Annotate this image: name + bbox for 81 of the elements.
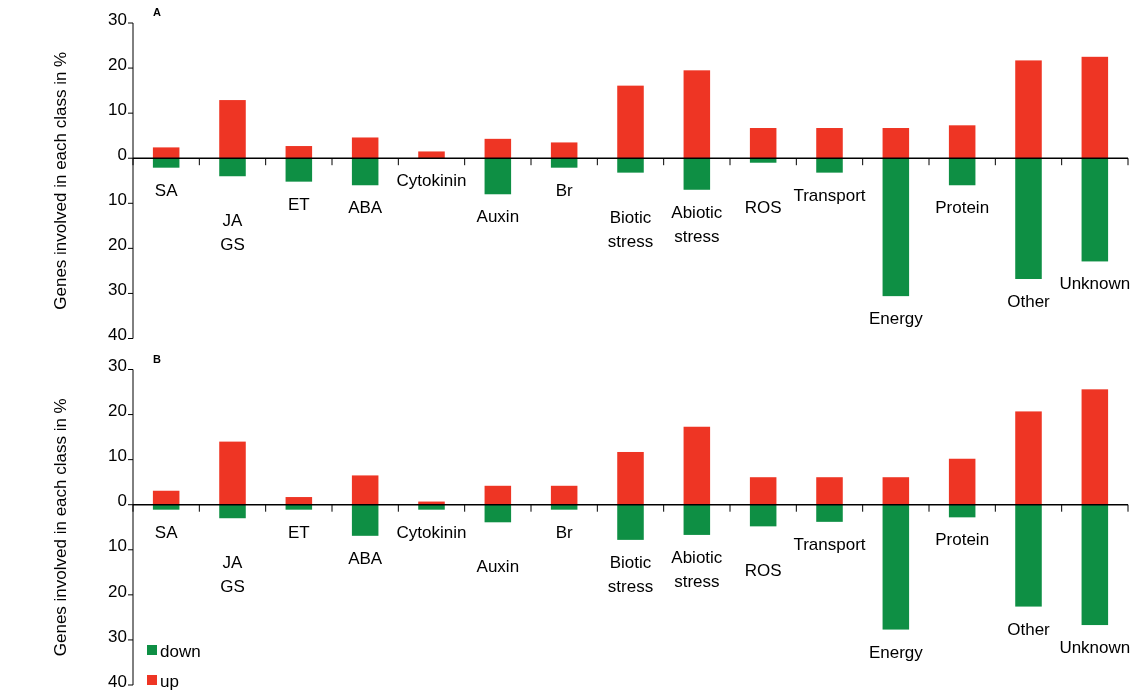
y-tick-label: 20 — [108, 401, 127, 421]
x-tick-label: Br — [555, 180, 574, 200]
bar — [882, 504, 910, 630]
bar — [948, 504, 976, 518]
y-tick-label: 10 — [108, 536, 127, 556]
y-tick-label: 0 — [117, 491, 127, 511]
bar — [351, 504, 379, 536]
bar — [219, 441, 246, 505]
x-tick-label: Unknown — [1059, 274, 1131, 294]
bar — [683, 504, 711, 535]
y-tick-label: 20 — [108, 235, 127, 255]
bar — [617, 451, 644, 505]
bar — [351, 475, 379, 505]
x-tick-label: Energy — [868, 309, 924, 329]
x-tick-label: Biotic stress — [607, 207, 654, 251]
x-tick-label: Abiotic stress — [671, 547, 723, 591]
bar — [152, 490, 180, 505]
x-tick-label: Other — [1007, 619, 1051, 639]
bar — [816, 477, 843, 505]
y-tick-label: 40 — [108, 671, 127, 691]
y-tick-label: 30 — [108, 356, 127, 376]
x-tick-label: Auxin — [476, 557, 520, 577]
bar — [749, 477, 777, 505]
y-tick-label: 40 — [108, 325, 127, 345]
bar — [484, 504, 512, 523]
bar — [948, 458, 976, 505]
y-tick-label: 20 — [108, 54, 127, 74]
bar — [550, 504, 578, 510]
y-tick-label: 30 — [108, 280, 127, 300]
bar — [1081, 504, 1109, 626]
bar — [484, 485, 512, 505]
chart-title: A — [153, 6, 161, 18]
bar — [418, 504, 445, 510]
legend-label: down — [160, 642, 201, 661]
x-tick-label: ET — [287, 194, 310, 214]
bar — [1081, 389, 1109, 505]
x-tick-label: SA — [154, 522, 179, 542]
bar — [749, 504, 777, 527]
x-tick-label: Unknown — [1059, 638, 1131, 658]
y-axis-title: Genes involved in each class in % — [51, 398, 70, 657]
x-tick-label: Auxin — [476, 207, 520, 227]
legend-label: up — [160, 672, 179, 691]
bar — [285, 504, 313, 510]
bar — [816, 504, 843, 522]
bar — [882, 477, 910, 505]
chart-title: B — [153, 352, 161, 365]
x-tick-label: SA — [154, 180, 179, 200]
bar — [1015, 504, 1042, 607]
x-tick-label: Protein — [935, 530, 990, 550]
y-tick-label: 30 — [108, 626, 127, 646]
y-tick-label: 20 — [108, 581, 127, 601]
x-tick-label: ABA — [348, 548, 383, 568]
y-axis-title: Genes involved in each class in % — [51, 51, 70, 310]
x-tick-label: Protein — [935, 198, 990, 218]
x-tick-label: Abiotic stress — [671, 202, 723, 246]
x-tick-label: Cytokinin — [396, 171, 467, 191]
x-tick-label: ET — [287, 522, 310, 542]
x-tick-label: Cytokinin — [396, 522, 467, 542]
x-tick-label: ABA — [348, 198, 383, 218]
y-tick-label: 10 — [108, 99, 127, 119]
y-tick-label: 0 — [117, 144, 127, 164]
bar — [550, 485, 578, 505]
x-tick-label: Biotic stress — [607, 552, 654, 596]
bar — [1015, 411, 1042, 505]
x-tick-label: Br — [555, 522, 574, 542]
bar — [219, 504, 246, 519]
x-tick-label: Transport — [793, 185, 866, 205]
y-tick-label: 10 — [108, 189, 127, 209]
y-tick-label: 30 — [108, 9, 127, 29]
y-tick-label: 10 — [108, 446, 127, 466]
x-tick-label: Other — [1007, 292, 1051, 312]
bar — [152, 504, 180, 510]
bar — [285, 497, 313, 505]
bar — [617, 504, 644, 540]
x-tick-label: ROS — [744, 197, 782, 217]
x-tick-label: Transport — [793, 534, 866, 554]
x-tick-label: JA GS — [220, 553, 245, 597]
x-tick-label: JA GS — [220, 211, 245, 255]
bar — [683, 426, 711, 505]
x-tick-label: Energy — [868, 642, 924, 662]
x-tick-label: ROS — [744, 561, 782, 581]
